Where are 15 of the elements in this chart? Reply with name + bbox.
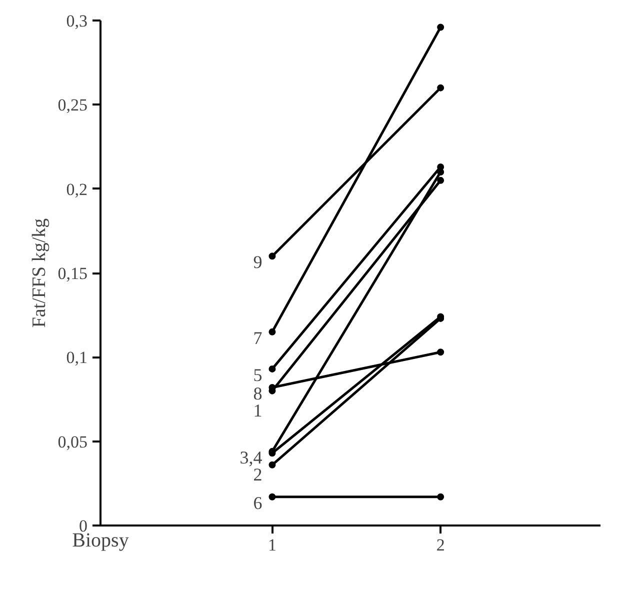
y-tick-label: 0,2 (66, 180, 88, 199)
series-label: 2 (253, 464, 262, 485)
series-label: 8 (253, 383, 262, 404)
y-axis-title: Fat/FFS kg/kg (28, 218, 50, 328)
series-label: 5 (253, 364, 262, 385)
series-label: 1 (253, 400, 262, 420)
series-label: 3,4 (240, 447, 262, 468)
series-label: 7 (253, 328, 262, 348)
y-tick-label: 0,05 (58, 432, 88, 452)
y-tick-label: 0,3 (66, 12, 88, 30)
y-tick-label: 0,25 (58, 96, 88, 115)
series-label: 9 (253, 252, 262, 272)
series-label: 6 (253, 492, 262, 513)
y-tick-label: 0,15 (58, 264, 88, 283)
y-tick-label: 0,1 (66, 348, 88, 368)
